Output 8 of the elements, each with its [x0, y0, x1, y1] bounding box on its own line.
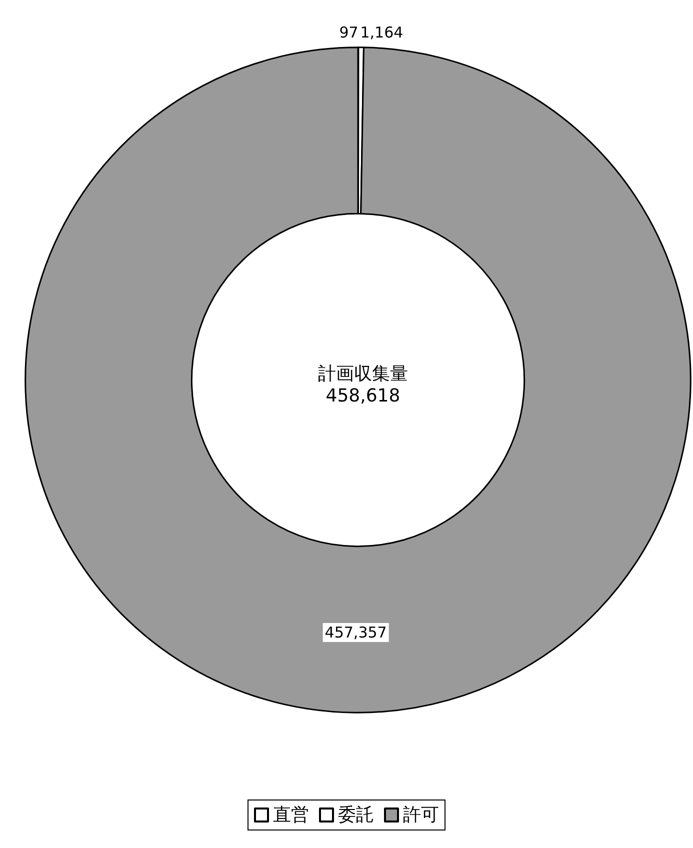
- legend-label: 許可: [403, 804, 439, 826]
- data-label: 1,164: [360, 23, 404, 42]
- legend-label: 委託: [338, 804, 374, 826]
- text: 458,618: [326, 386, 400, 406]
- data-label: 97: [339, 23, 358, 42]
- legend-label: 直営: [273, 804, 309, 826]
- data-label: 457,357: [324, 623, 387, 642]
- text: 計画収集量: [318, 364, 408, 384]
